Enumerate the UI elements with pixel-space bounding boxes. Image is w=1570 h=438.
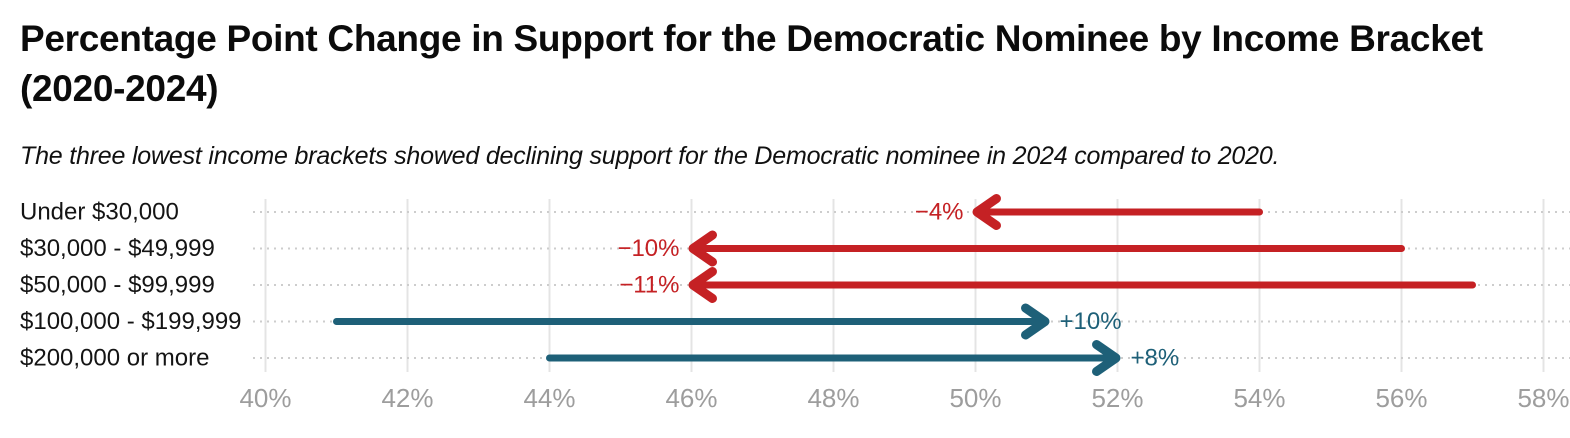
- axis-tick-label: 40%: [239, 383, 291, 413]
- arrow-head: [972, 194, 1001, 230]
- value-label: −4%: [915, 199, 964, 226]
- chart-subtitle: The three lowest income brackets showed …: [20, 142, 1280, 170]
- axis-tick-label: 48%: [807, 383, 859, 413]
- axis-tick-label: 56%: [1375, 383, 1427, 413]
- axis-tick-label: 42%: [381, 383, 433, 413]
- category-label: $100,000 - $199,999: [20, 308, 242, 335]
- arrow-head: [1021, 303, 1050, 340]
- axis-tick-label: 44%: [523, 383, 575, 413]
- value-label: +10%: [1060, 308, 1122, 335]
- arrow-head: [688, 230, 717, 267]
- category-label: $50,000 - $99,999: [20, 272, 215, 299]
- axis-tick-label: 54%: [1233, 383, 1285, 413]
- chart-title: Percentage Point Change in Support for t…: [20, 18, 1483, 109]
- value-label: −11%: [619, 272, 679, 299]
- arrow-head: [688, 267, 717, 303]
- value-label: −10%: [617, 235, 679, 262]
- category-label: Under $30,000: [20, 199, 179, 226]
- axis-tick-label: 46%: [665, 383, 717, 413]
- category-label: $200,000 or more: [20, 345, 209, 372]
- category-label: $30,000 - $49,999: [20, 235, 215, 262]
- axis-tick-label: 52%: [1091, 383, 1143, 413]
- value-label: +8%: [1131, 345, 1180, 372]
- axis-tick-label: 50%: [949, 383, 1001, 413]
- arrow-head: [1092, 340, 1121, 376]
- axis-tick-label: 58%: [1517, 383, 1569, 413]
